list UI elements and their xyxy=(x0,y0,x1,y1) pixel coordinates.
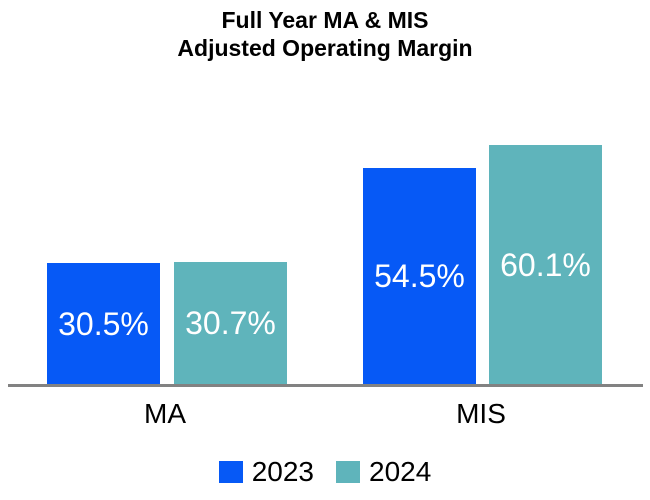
category-label-ma: MA xyxy=(144,398,186,429)
category-label-mis: MIS xyxy=(456,398,506,429)
chart-title: Full Year MA & MIS Adjusted Operating Ma… xyxy=(0,6,650,62)
chart-title-line1: Full Year MA & MIS xyxy=(221,7,429,33)
legend-swatch-2024-icon xyxy=(336,461,360,483)
chart-title-line2: Adjusted Operating Margin xyxy=(177,35,473,61)
legend-swatch-2023-icon xyxy=(218,461,243,483)
value-label-ma-2023: 30.5% xyxy=(58,305,149,342)
value-label-ma-2024: 30.7% xyxy=(185,305,276,341)
legend-label-2024: 2024 xyxy=(369,456,432,487)
bar-ma-2023: 30.5% xyxy=(47,263,160,384)
legend-item-2023: 2023 xyxy=(218,456,314,487)
x-axis-line xyxy=(8,384,643,387)
bar-ma-2024: 30.7% xyxy=(174,262,287,384)
bar-mis-2024: 60.1% xyxy=(489,145,602,384)
legend-label-2023: 2023 xyxy=(251,456,314,487)
value-label-mis-2024: 60.1% xyxy=(500,246,591,283)
legend: 2023 2024 xyxy=(0,458,650,486)
value-label-mis-2023: 54.5% xyxy=(374,258,465,294)
bar-mis-2023: 54.5% xyxy=(363,168,476,384)
legend-item-2024: 2024 xyxy=(336,458,431,486)
